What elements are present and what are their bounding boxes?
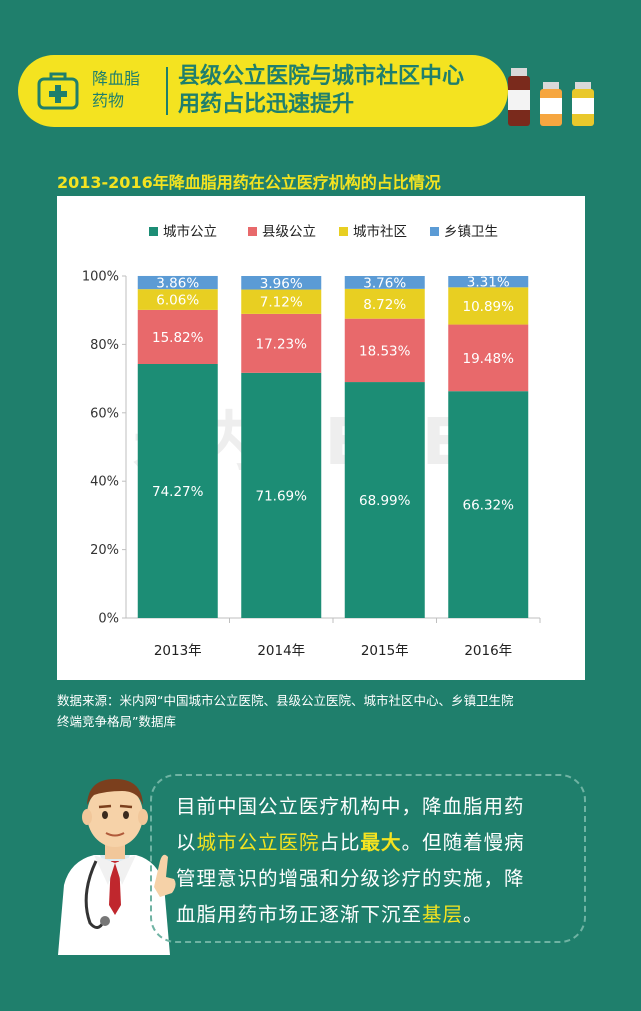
data-label: 68.99%	[359, 493, 411, 509]
stacked-bar-chart: 米内MENET0%20%40%60%80%100%74.27%15.82%6.0…	[82, 223, 541, 659]
banner-category-line1: 降血脂	[92, 69, 141, 88]
note-line1: 目前中国公立医疗机构中，降血脂用药	[176, 795, 525, 818]
legend-label: 县级公立	[262, 224, 316, 240]
note-text: 目前中国公立医疗机构中，降血脂用药 以城市公立医院占比最大。但随着慢病 管理意识…	[176, 789, 576, 933]
note-line2-b: 占比	[319, 831, 361, 854]
note-line4-b: 。	[463, 903, 484, 926]
data-source: 数据来源：米内网“中国城市公立医院、县级公立医院、城市社区中心、乡镇卫生院 终端…	[57, 690, 597, 732]
bar-segment	[137, 363, 218, 618]
legend-label: 乡镇卫生	[444, 224, 498, 240]
bar-segment	[344, 288, 425, 319]
legend-swatch	[248, 227, 257, 236]
data-label: 8.72%	[363, 297, 406, 313]
bar-segment	[448, 324, 529, 392]
banner-category: 降血脂 药物	[92, 68, 162, 112]
page-title-line2: 用药占比迅速提升	[178, 92, 355, 117]
x-tick-label: 2014年	[257, 643, 305, 659]
legend-label: 城市社区	[353, 223, 407, 240]
data-label: 74.27%	[152, 484, 204, 500]
data-source-line2: 终端竞争格局”数据库	[57, 714, 176, 729]
bar-segment	[137, 309, 218, 364]
bar-segment	[241, 313, 322, 373]
chart-panel: 米内MENET0%20%40%60%80%100%74.27%15.82%6.0…	[57, 196, 585, 680]
data-label: 3.86%	[156, 276, 199, 292]
note-line3: 管理意识的增强和分级诊疗的实施，降	[176, 867, 525, 890]
data-label: 19.48%	[463, 351, 515, 367]
data-label: 6.06%	[156, 293, 199, 309]
data-label: 18.53%	[359, 343, 411, 359]
bar-segment	[137, 289, 218, 310]
bar-segment	[344, 276, 425, 289]
y-tick-label: 80%	[90, 338, 119, 353]
data-label: 3.96%	[260, 276, 303, 292]
page-title-line1: 县级公立医院与城市社区中心	[178, 64, 465, 89]
data-label: 7.12%	[260, 295, 303, 311]
note-highlight-grassroots: 基层	[422, 903, 464, 926]
legend-swatch	[149, 227, 158, 236]
legend-swatch	[430, 227, 439, 236]
bar-segment	[448, 391, 529, 618]
data-label: 3.31%	[467, 275, 510, 291]
bar-segment	[344, 382, 425, 618]
y-tick-label: 20%	[90, 543, 119, 558]
y-tick-label: 40%	[90, 475, 119, 490]
medicine-bottles-icon	[508, 68, 594, 126]
banner-category-line2: 药物	[92, 91, 125, 110]
legend-label: 城市公立	[163, 223, 217, 240]
bar-segment	[344, 318, 425, 383]
y-tick-label: 0%	[98, 612, 119, 627]
data-label: 66.32%	[463, 498, 515, 514]
bar-segment	[448, 276, 529, 288]
data-label: 3.76%	[363, 275, 406, 291]
note-line4-a: 血脂用药市场正逐渐下沉至	[176, 903, 423, 926]
banner-divider	[166, 67, 168, 115]
page-title: 县级公立医院与城市社区中心 用药占比迅速提升	[178, 63, 498, 119]
data-source-line1: 数据来源：米内网“中国城市公立医院、县级公立医院、城市社区中心、乡镇卫生院	[57, 693, 514, 708]
x-tick-label: 2015年	[361, 643, 409, 659]
data-label: 17.23%	[256, 336, 308, 352]
bar-segment	[241, 276, 322, 290]
data-label: 10.89%	[463, 299, 515, 315]
bar-segment	[448, 287, 529, 325]
x-tick-label: 2016年	[464, 643, 512, 659]
data-label: 15.82%	[152, 330, 204, 346]
x-tick-label: 2013年	[154, 643, 202, 659]
bar-segment	[241, 372, 322, 618]
note-line2: 以城市公立医院占比最大。但随着慢病	[176, 825, 576, 861]
speech-bubble	[150, 774, 586, 943]
bar-segment	[241, 289, 322, 314]
y-tick-label: 60%	[90, 406, 119, 421]
note-line2-a: 以	[176, 831, 197, 854]
legend-swatch	[339, 227, 348, 236]
note-line2-c: 。但随着慢病	[401, 831, 525, 854]
y-tick-label: 100%	[82, 270, 119, 285]
chart-title: 2013-2016年降血脂用药在公立医疗机构的占比情况	[57, 173, 441, 192]
note-highlight-city-hospital: 城市公立医院	[196, 831, 320, 854]
medical-kit-icon	[37, 72, 79, 110]
bar-segment	[137, 275, 218, 290]
note-line4: 血脂用药市场正逐渐下沉至基层。	[176, 897, 576, 933]
doctor-illustration	[58, 779, 176, 955]
header-banner: 降血脂 药物 县级公立医院与城市社区中心 用药占比迅速提升	[18, 55, 508, 127]
data-label: 71.69%	[256, 488, 308, 504]
note-highlight-largest: 最大	[360, 831, 402, 854]
